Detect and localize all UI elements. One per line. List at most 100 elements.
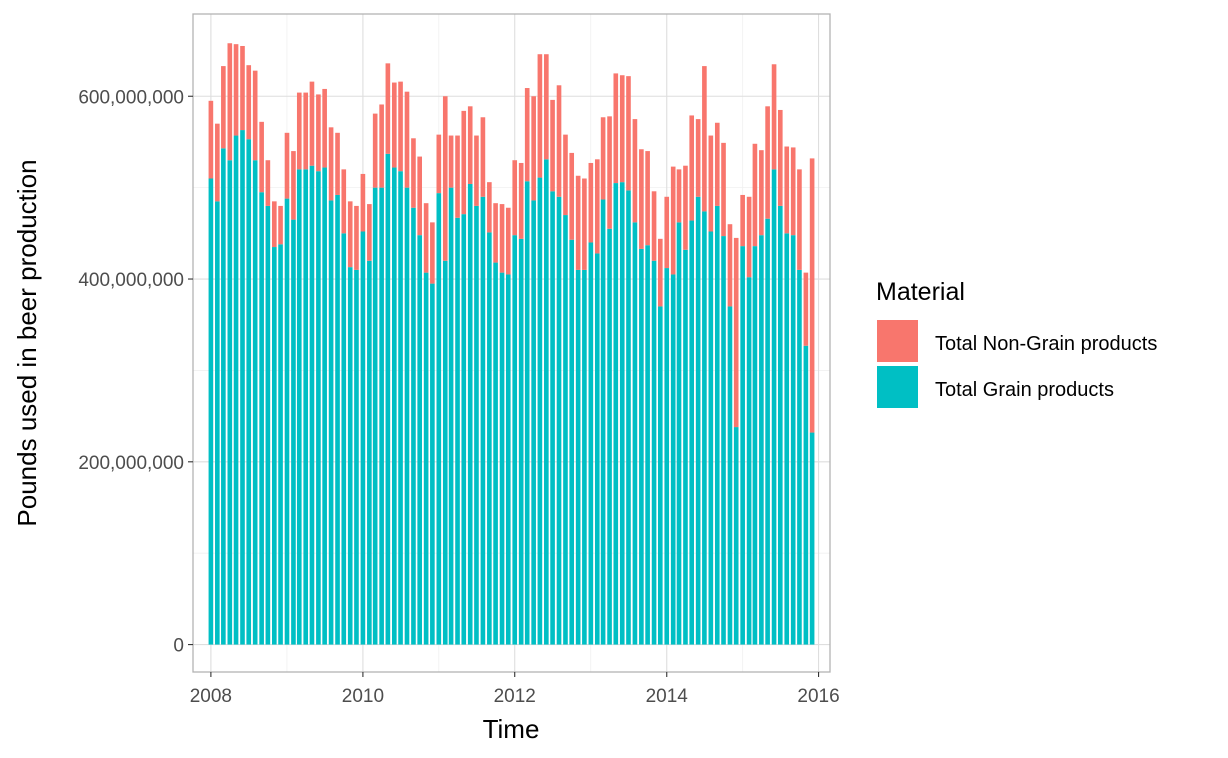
bar-nongrain: [259, 121, 264, 193]
bar-nongrain: [272, 201, 277, 248]
bar-grain: [803, 345, 809, 645]
bar-nongrain: [480, 117, 486, 197]
bar-nongrain: [657, 238, 663, 307]
bar-grain: [563, 215, 568, 645]
bar-nongrain: [708, 135, 714, 232]
bar-nongrain: [556, 85, 562, 197]
bar-grain: [714, 205, 720, 645]
bar-nongrain: [797, 169, 802, 270]
bars-grain: [208, 130, 815, 645]
bar-nongrain: [436, 134, 442, 194]
bar-grain: [531, 200, 536, 645]
bar-nongrain: [689, 115, 695, 221]
bar-nongrain: [607, 116, 612, 229]
bar-grain: [354, 269, 359, 645]
bar-grain: [467, 183, 473, 645]
bar-nongrain: [296, 92, 302, 170]
bar-nongrain: [613, 73, 619, 184]
bar-grain: [556, 196, 562, 645]
bar-nongrain: [328, 127, 334, 201]
bar-nongrain: [695, 119, 701, 197]
bar-nongrain: [303, 92, 309, 170]
x-tick-label: 2012: [494, 686, 536, 707]
bar-nongrain: [563, 134, 568, 216]
bar-grain: [721, 236, 726, 645]
bar-nongrain: [215, 123, 220, 202]
bar-nongrain: [417, 156, 422, 236]
bar-grain: [613, 183, 619, 645]
bar-grain: [645, 245, 650, 645]
bar-grain: [442, 260, 448, 645]
bar-nongrain: [518, 162, 524, 239]
bar-nongrain: [619, 75, 625, 183]
bar-grain: [417, 235, 422, 645]
bar-nongrain: [233, 44, 239, 136]
y-axis-title: Pounds used in beer production: [12, 159, 42, 526]
bar-grain: [411, 207, 416, 645]
bar-nongrain: [227, 43, 233, 161]
bar-nongrain: [221, 66, 226, 149]
bar-nongrain: [714, 122, 720, 206]
bar-grain: [398, 171, 403, 645]
bar-grain: [272, 247, 277, 645]
legend-key-nongrain: [877, 320, 918, 362]
legend-label-grain: Total Grain products: [935, 379, 1114, 401]
bar-nongrain: [639, 149, 644, 249]
bar-nongrain: [626, 76, 631, 191]
bar-grain: [619, 182, 625, 645]
bars-nongrain: [208, 43, 815, 433]
bar-grain: [391, 167, 397, 645]
bar-grain: [328, 200, 334, 645]
bar-grain: [347, 267, 353, 645]
bar-nongrain: [740, 194, 745, 247]
bar-nongrain: [544, 54, 549, 160]
bar-grain: [233, 135, 239, 645]
bar-grain: [588, 242, 594, 645]
bar-grain: [544, 159, 549, 645]
bar-grain: [676, 222, 682, 645]
bar-grain: [784, 233, 790, 645]
bar-nongrain: [252, 70, 258, 161]
bar-nongrain: [575, 175, 581, 270]
bar-nongrain: [600, 117, 606, 200]
bar-grain: [670, 274, 676, 645]
bar-grain: [341, 233, 347, 645]
bar-nongrain: [670, 166, 676, 275]
bar-grain: [512, 235, 518, 645]
bar-grain: [683, 249, 688, 645]
bar-nongrain: [524, 88, 530, 182]
bar-grain: [252, 160, 258, 645]
x-tick-label: 2008: [190, 686, 232, 707]
bar-grain: [309, 165, 315, 645]
bar-nongrain: [512, 160, 518, 236]
bar-grain: [607, 228, 612, 645]
bar-nongrain: [404, 91, 410, 188]
bar-nongrain: [322, 88, 327, 168]
bar-grain: [448, 187, 454, 645]
x-axis-title: Time: [483, 714, 540, 744]
bar-grain: [537, 177, 543, 645]
bar-nongrain: [493, 203, 498, 263]
bar-nongrain: [721, 142, 726, 237]
bar-nongrain: [531, 96, 536, 201]
bar-nongrain: [651, 191, 657, 261]
bar-grain: [708, 231, 714, 645]
bar-nongrain: [385, 63, 391, 154]
bar-grain: [657, 306, 663, 645]
bar-grain: [404, 187, 410, 645]
bar-grain: [296, 169, 302, 645]
bar-grain: [600, 199, 606, 645]
legend-key-grain: [877, 366, 918, 408]
bar-nongrain: [455, 135, 460, 218]
bar-nongrain: [411, 138, 416, 208]
bar-nongrain: [809, 158, 815, 433]
bar-nongrain: [379, 104, 384, 188]
bar-grain: [771, 169, 777, 645]
bar-nongrain: [398, 81, 403, 172]
x-tick-label: 2010: [342, 686, 384, 707]
bar-grain: [575, 269, 581, 645]
bar-nongrain: [759, 150, 764, 236]
bar-grain: [499, 272, 505, 645]
bar-nongrain: [746, 196, 752, 278]
